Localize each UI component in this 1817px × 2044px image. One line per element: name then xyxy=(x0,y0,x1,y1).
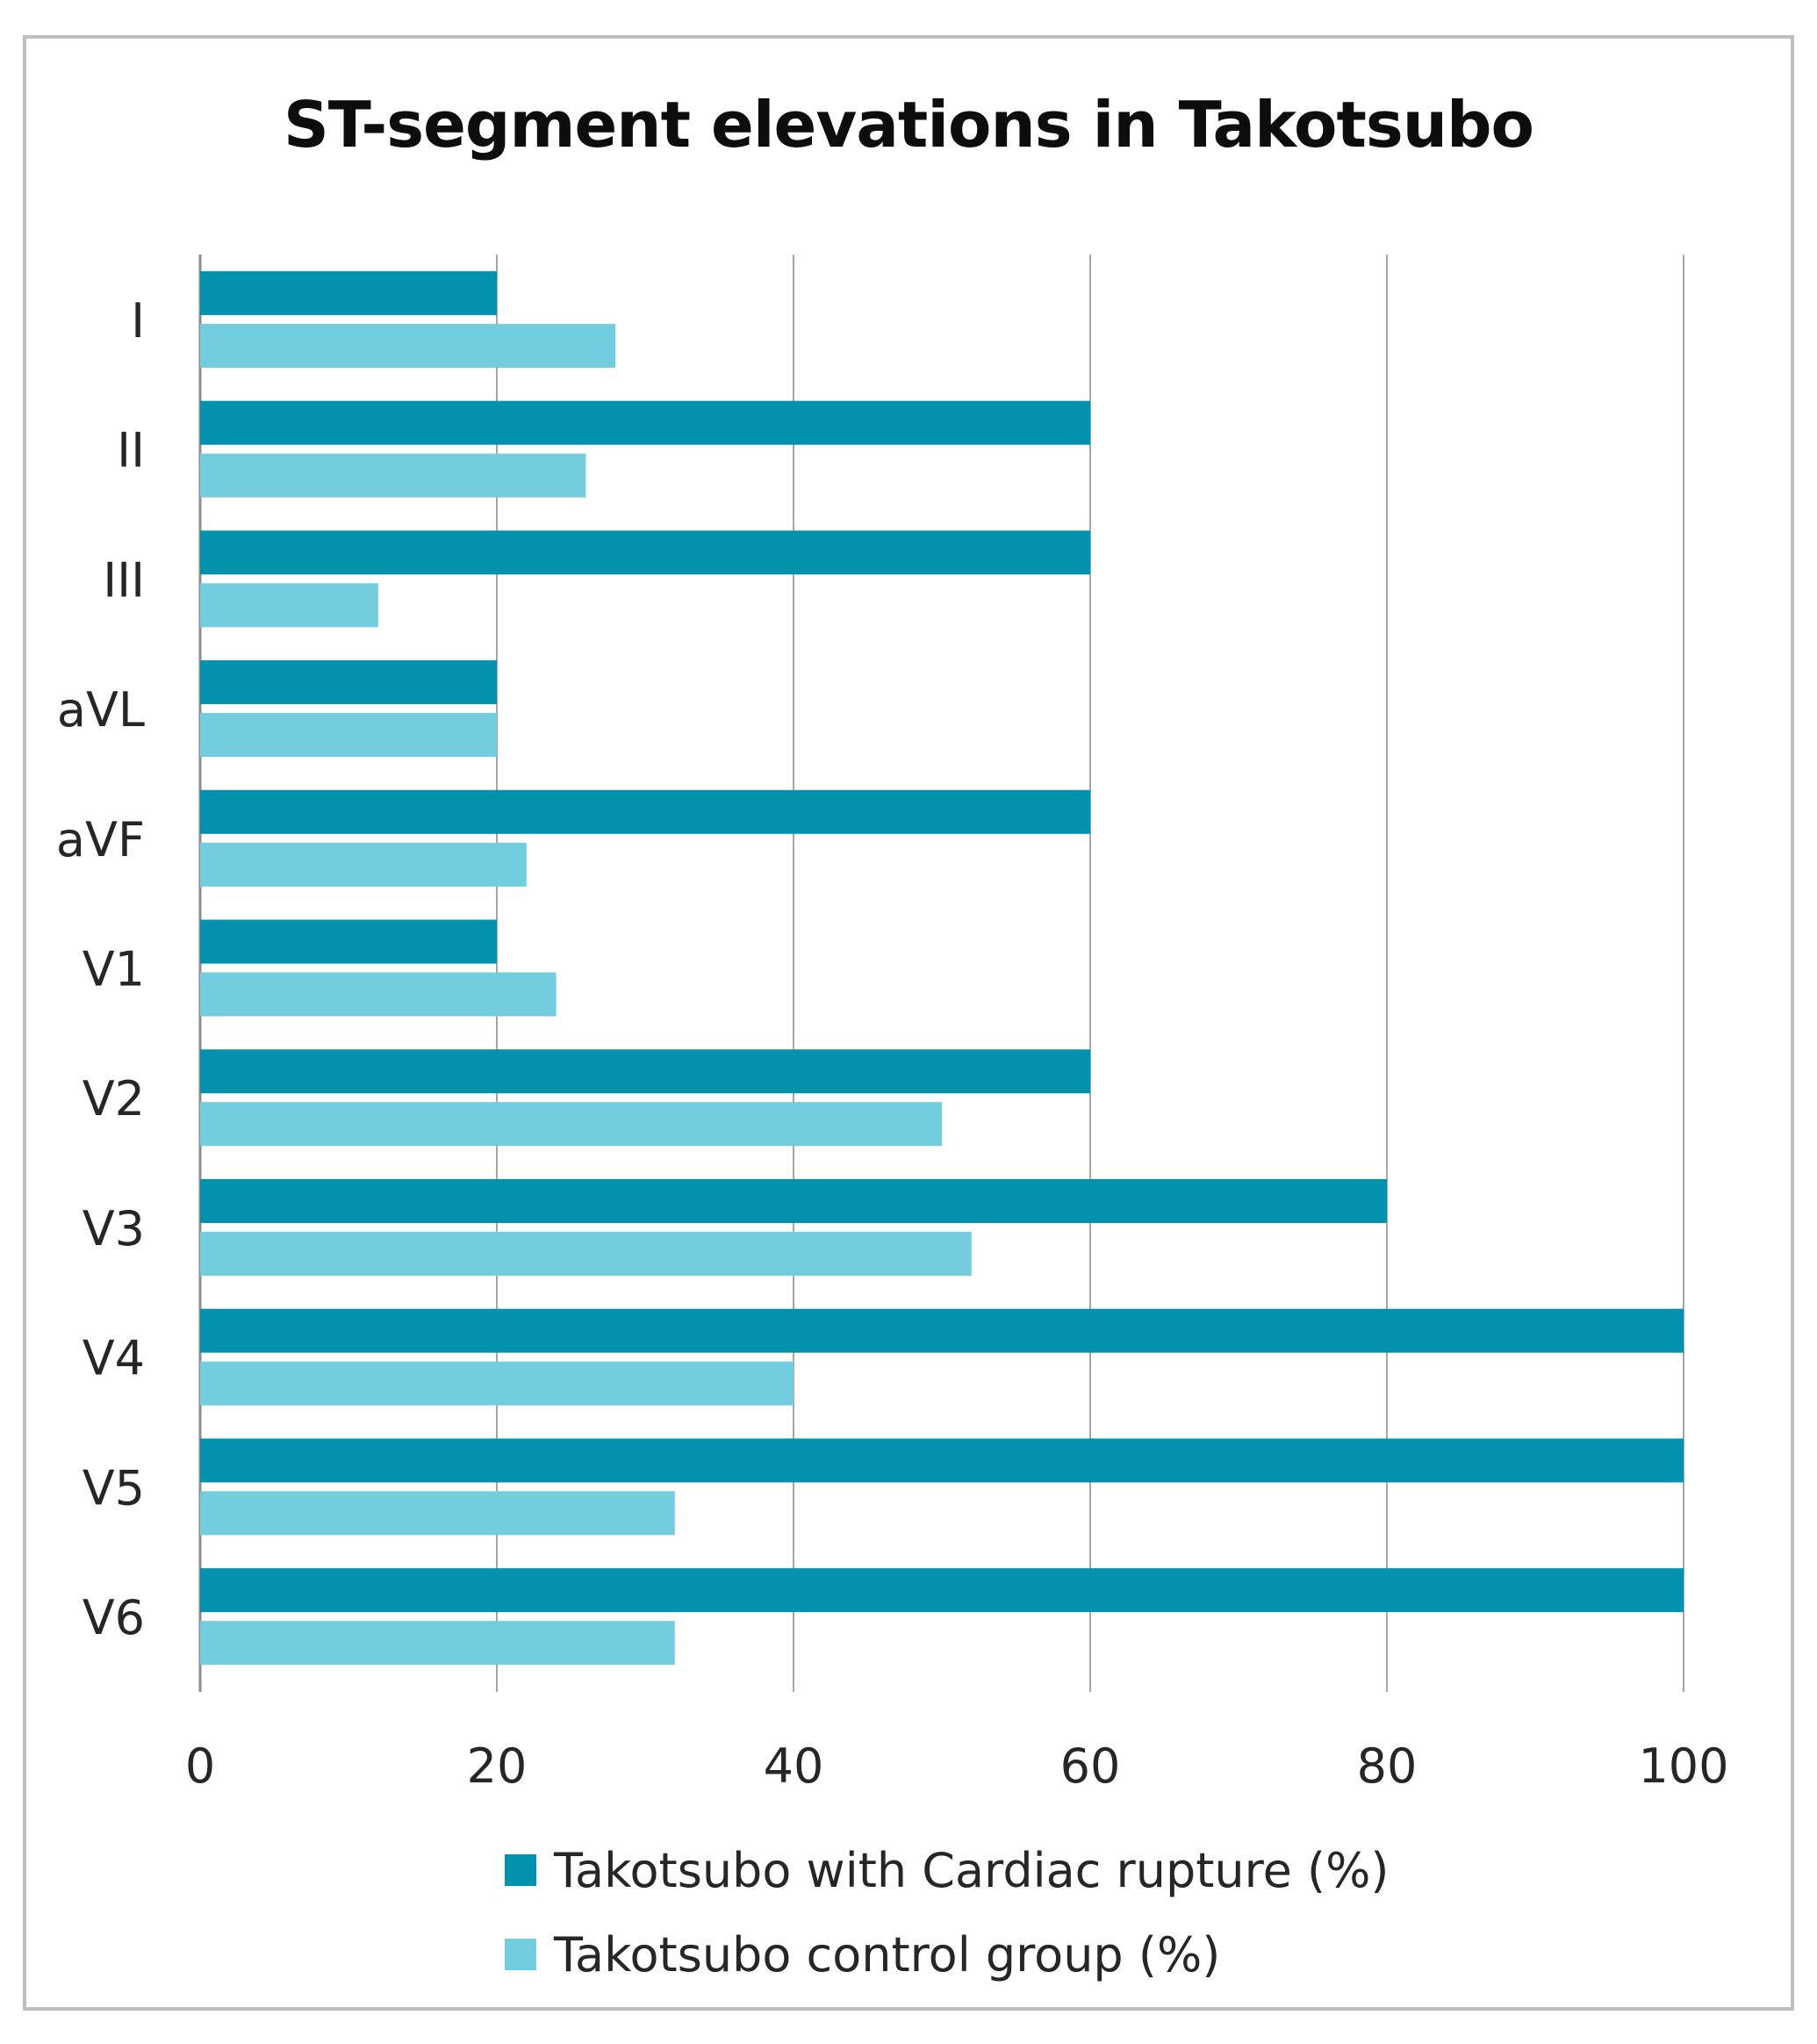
legend-label-control: Takotsubo control group (%) xyxy=(554,1926,1221,1983)
bar-control-V2 xyxy=(200,1102,942,1147)
bar-rupture-V4 xyxy=(200,1308,1684,1353)
chart-title: ST-segment elevations in Takotsubo xyxy=(283,88,1534,162)
bar-rupture-V5 xyxy=(200,1438,1684,1483)
bar-control-I xyxy=(200,323,616,368)
category-label: aVF xyxy=(56,812,145,867)
x-tick-label: 40 xyxy=(764,1738,824,1794)
bar-control-aVF xyxy=(200,842,527,887)
bar-rupture-II xyxy=(200,400,1090,445)
legend-swatch-rupture xyxy=(505,1854,536,1886)
category-label: I xyxy=(131,293,145,349)
bar-control-V6 xyxy=(200,1621,675,1666)
x-tick-label: 100 xyxy=(1638,1738,1728,1794)
x-tick-labels: 0 20 40 60 80 100 xyxy=(185,1738,1729,1794)
bar-control-II xyxy=(200,453,586,498)
legend-label-rupture: Takotsubo with Cardiac rupture (%) xyxy=(554,1842,1390,1898)
bar-rupture-V1 xyxy=(200,919,497,964)
category-label: V4 xyxy=(83,1331,145,1386)
category-label: V3 xyxy=(83,1201,145,1256)
category-label: II xyxy=(117,423,145,479)
bars xyxy=(200,270,1684,1666)
category-label: V5 xyxy=(83,1460,145,1515)
category-label: V2 xyxy=(83,1071,145,1126)
legend-item-rupture: Takotsubo with Cardiac rupture (%) xyxy=(505,1828,1390,1912)
x-tick-label: 20 xyxy=(467,1738,528,1794)
bar-control-V4 xyxy=(200,1361,794,1406)
bar-control-aVL xyxy=(200,713,497,758)
x-tick-label: 80 xyxy=(1357,1738,1418,1794)
category-label: V6 xyxy=(83,1590,145,1645)
bar-rupture-V6 xyxy=(200,1568,1684,1613)
bar-control-V5 xyxy=(200,1491,675,1536)
legend: Takotsubo with Cardiac rupture (%) Takot… xyxy=(505,1828,1390,1997)
x-tick-label: 60 xyxy=(1060,1738,1121,1794)
category-label: III xyxy=(103,552,145,608)
category-label: aVL xyxy=(57,682,145,738)
bar-rupture-III xyxy=(200,530,1090,575)
category-label: V1 xyxy=(83,942,145,997)
bar-rupture-aVL xyxy=(200,660,497,705)
bar-rupture-aVF xyxy=(200,789,1090,834)
bar-control-V1 xyxy=(200,972,557,1017)
legend-swatch-control xyxy=(505,1939,536,1970)
bar-rupture-I xyxy=(200,270,497,315)
x-tick-label: 0 xyxy=(185,1738,215,1794)
bar-rupture-V3 xyxy=(200,1178,1387,1223)
bar-rupture-V2 xyxy=(200,1049,1090,1094)
legend-item-control: Takotsubo control group (%) xyxy=(505,1912,1390,1997)
bar-control-III xyxy=(200,583,378,628)
bar-control-V3 xyxy=(200,1231,972,1276)
